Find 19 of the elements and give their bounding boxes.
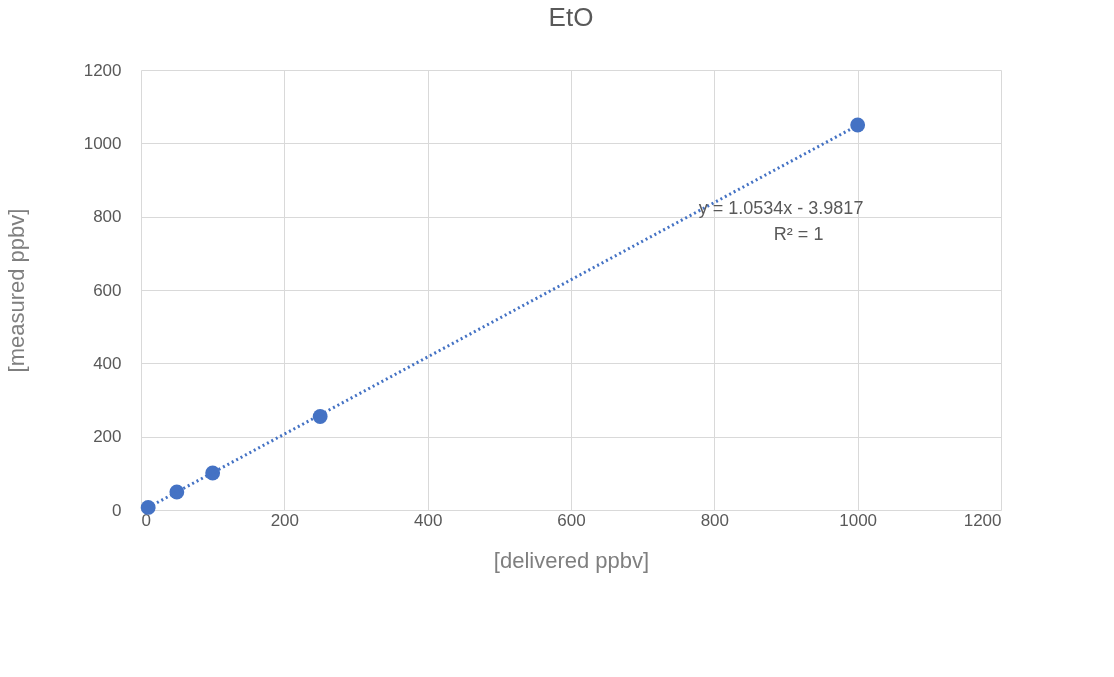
x-tick-label: 600 [557, 510, 586, 530]
point [140, 500, 156, 515]
x-tick-label: 1000 [839, 510, 878, 530]
annotation: R² = 1 [773, 223, 824, 244]
point [850, 117, 866, 133]
y-tick-label: 400 [93, 353, 122, 373]
x-tick-label: 1200 [963, 510, 1002, 530]
chart-title: EtO [548, 2, 594, 32]
y-tick-label: 600 [93, 280, 122, 300]
y-tick-label: 800 [93, 207, 122, 227]
y-axis-title: [measured ppbv] [3, 208, 29, 373]
x-tick-label: 800 [700, 510, 730, 530]
y-tick-label: 1000 [83, 133, 122, 153]
x-tick-label: 400 [413, 510, 443, 530]
y-tick-label: 200 [93, 427, 122, 447]
x-tick-label: 200 [270, 510, 300, 530]
y-tick-label: 1200 [83, 60, 122, 80]
x-axis-title: [delivered ppbv] [493, 547, 650, 573]
x-tick-label: 0 [141, 510, 151, 530]
